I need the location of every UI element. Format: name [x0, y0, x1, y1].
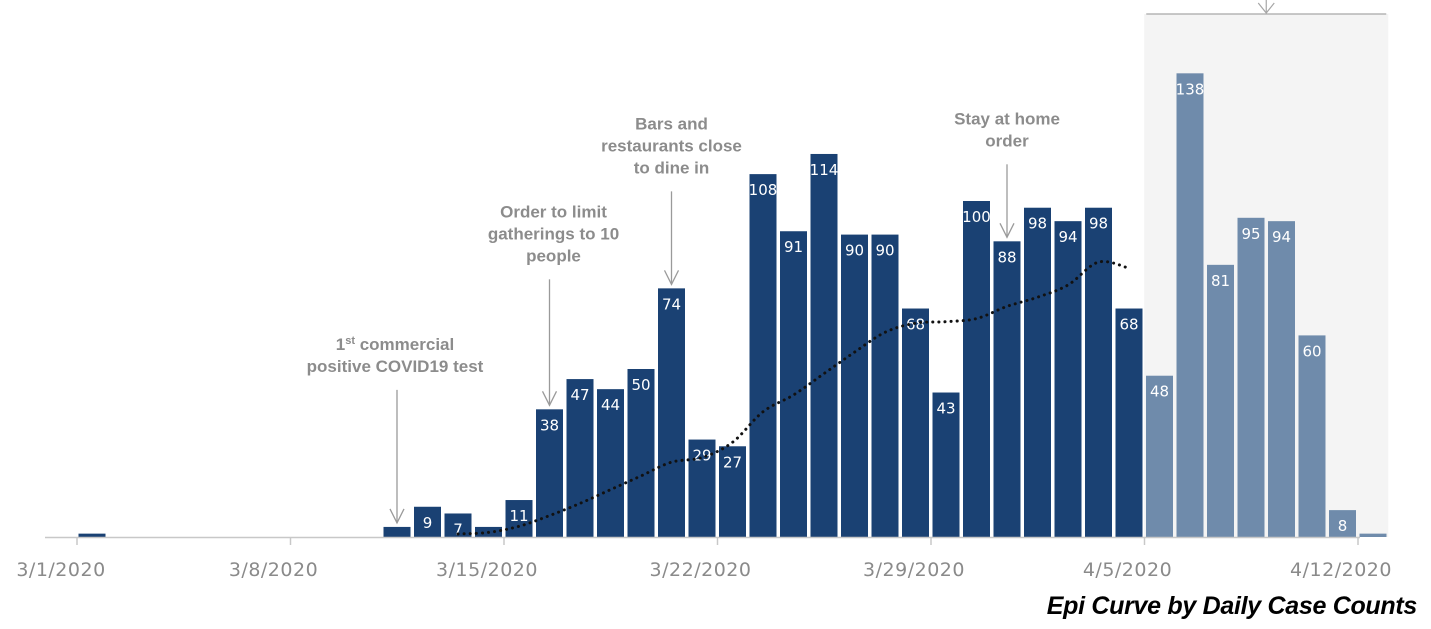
bar-3-1-2020	[78, 533, 106, 537]
annotation-2: Order to limit gatherings to 10 people	[488, 202, 619, 407]
bar-4-5-2020	[1146, 375, 1173, 537]
bar-4-1-2020	[1024, 207, 1051, 537]
bar-label-4-8-2020: 95	[1241, 225, 1260, 243]
bar-label-3-15-2020: 11	[509, 507, 528, 525]
bar-3-11-2020	[383, 526, 411, 537]
annotation-text-line: Order to limit	[500, 202, 607, 221]
bar-4-4-2020	[1115, 308, 1143, 537]
bar-3-24-2020	[780, 231, 807, 538]
bar-label-4-10-2020: 60	[1302, 342, 1321, 360]
bar-3-30-2020	[963, 201, 990, 537]
bar-4-8-2020	[1237, 217, 1265, 538]
bar-label-3-21-2020: 29	[692, 447, 711, 465]
annotation-text-line: order	[985, 131, 1029, 150]
bar-4-12-2020	[1359, 533, 1387, 537]
annotation-arrow-head	[389, 508, 405, 525]
bar-label-4-2-2020: 94	[1058, 228, 1077, 246]
annotation-1: 1st commercial positive COVID19 test	[307, 335, 484, 525]
bar-label-3-23-2020: 108	[749, 181, 778, 199]
x-tick-label-4-12-2020: 4/12/2020	[1290, 559, 1392, 581]
bars-layer	[78, 73, 1387, 538]
x-tick-label-3-8-2020: 3/8/2020	[229, 559, 318, 581]
x-tick-label-3-15-2020: 3/15/2020	[436, 559, 538, 581]
bar-label-4-9-2020: 94	[1272, 228, 1291, 246]
bar-3-17-2020	[566, 379, 594, 537]
bar-label-4-11-2020: 8	[1338, 517, 1348, 535]
annotation-arrow-head	[541, 391, 558, 407]
bar-label-3-12-2020: 9	[423, 514, 433, 532]
bar-3-16-2020	[536, 409, 563, 537]
annotation-arrow-head	[999, 223, 1015, 239]
bar-4-3-2020	[1085, 207, 1112, 537]
bar-4-10-2020	[1298, 335, 1326, 537]
bar-4-7-2020	[1207, 264, 1234, 537]
bar-label-3-13-2020: 7	[453, 520, 463, 538]
x-ticks-layer: 3/1/2020 3/8/2020 3/15/2020 3/22/2020 3/29/2…	[16, 537, 1392, 581]
bar-3-29-2020	[932, 392, 960, 537]
annotation-text-line: positive COVID19 test	[307, 357, 484, 376]
bar-4-11-2020	[1329, 510, 1356, 537]
bar-3-18-2020	[597, 389, 624, 537]
annotation-text-line: Stay at home	[954, 109, 1060, 128]
bar-3-13-2020	[444, 513, 472, 537]
bar-label-4-6-2020: 138	[1176, 80, 1205, 98]
annotation-text-line: to dine in	[634, 158, 710, 177]
bracket-arrow-head	[1257, 2, 1275, 14]
bar-4-9-2020	[1268, 221, 1295, 537]
trendline	[456, 260, 1131, 536]
annotation-text-line: restaurants close	[601, 136, 742, 155]
bar-3-20-2020	[658, 288, 685, 537]
bar-label-3-16-2020: 38	[540, 416, 559, 434]
annotation-text-line: people	[526, 246, 581, 265]
bar-label-3-30-2020: 100	[962, 208, 991, 226]
bar-3-27-2020	[871, 234, 899, 537]
bar-label-3-18-2020: 44	[601, 396, 620, 414]
bar-label-3-29-2020: 43	[936, 400, 955, 418]
bar-label-3-20-2020: 74	[662, 295, 681, 313]
bar-label-3-22-2020: 27	[723, 453, 742, 471]
bar-3-22-2020	[719, 446, 746, 537]
bar-label-4-5-2020: 48	[1150, 383, 1169, 401]
bar-3-21-2020	[688, 439, 716, 537]
annotation-text-line: 1st commercial	[336, 335, 454, 354]
bar-label-3-19-2020: 50	[631, 376, 650, 394]
bar-3-26-2020	[841, 234, 868, 537]
chart-caption: Epi Curve by Daily Case Counts	[1046, 592, 1418, 620]
annotation-arrow-head	[663, 270, 680, 286]
bar-label-4-1-2020: 98	[1028, 215, 1047, 233]
bar-label-3-27-2020: 90	[875, 242, 894, 260]
bar-label-3-26-2020: 90	[845, 242, 864, 260]
bar-label-3-24-2020: 91	[784, 238, 803, 256]
recent-bracket	[1146, 0, 1387, 15]
x-tick-label-3-29-2020: 3/29/2020	[863, 559, 965, 581]
bar-label-3-31-2020: 88	[997, 248, 1016, 266]
x-tick-label-3-1-2020: 3/1/2020	[16, 559, 105, 581]
x-tick-label-3-22-2020: 3/22/2020	[650, 559, 752, 581]
bar-label-4-7-2020: 81	[1211, 272, 1230, 290]
annotation-text-line: gatherings to 10	[488, 224, 619, 243]
annotation-text-line: Bars and	[635, 114, 708, 133]
bar-label-4-3-2020: 98	[1089, 215, 1108, 233]
bar-4-6-2020	[1176, 73, 1204, 537]
bar-3-19-2020	[627, 369, 655, 537]
x-tick-label-4-5-2020: 4/5/2020	[1083, 559, 1172, 581]
bar-3-15-2020	[505, 500, 533, 537]
bar-3-25-2020	[810, 153, 838, 537]
bar-label-3-17-2020: 47	[570, 386, 589, 404]
bar-3-23-2020	[749, 174, 777, 537]
bar-3-12-2020	[414, 506, 441, 537]
annotation-3: Bars and restaurants close to dine in	[601, 114, 742, 286]
bar-labels-layer: 9 7 11 38 47 44 50 74 29 27 108 91 114 90 90 68 43 100 88 9…	[423, 80, 1348, 538]
bar-3-28-2020	[902, 308, 929, 537]
bar-3-31-2020	[993, 241, 1021, 537]
bar-label-4-4-2020: 68	[1119, 316, 1138, 334]
bar-4-2-2020	[1054, 221, 1082, 537]
bar-label-3-25-2020: 114	[810, 161, 839, 179]
annotation-4: Stay at home order	[954, 109, 1060, 239]
